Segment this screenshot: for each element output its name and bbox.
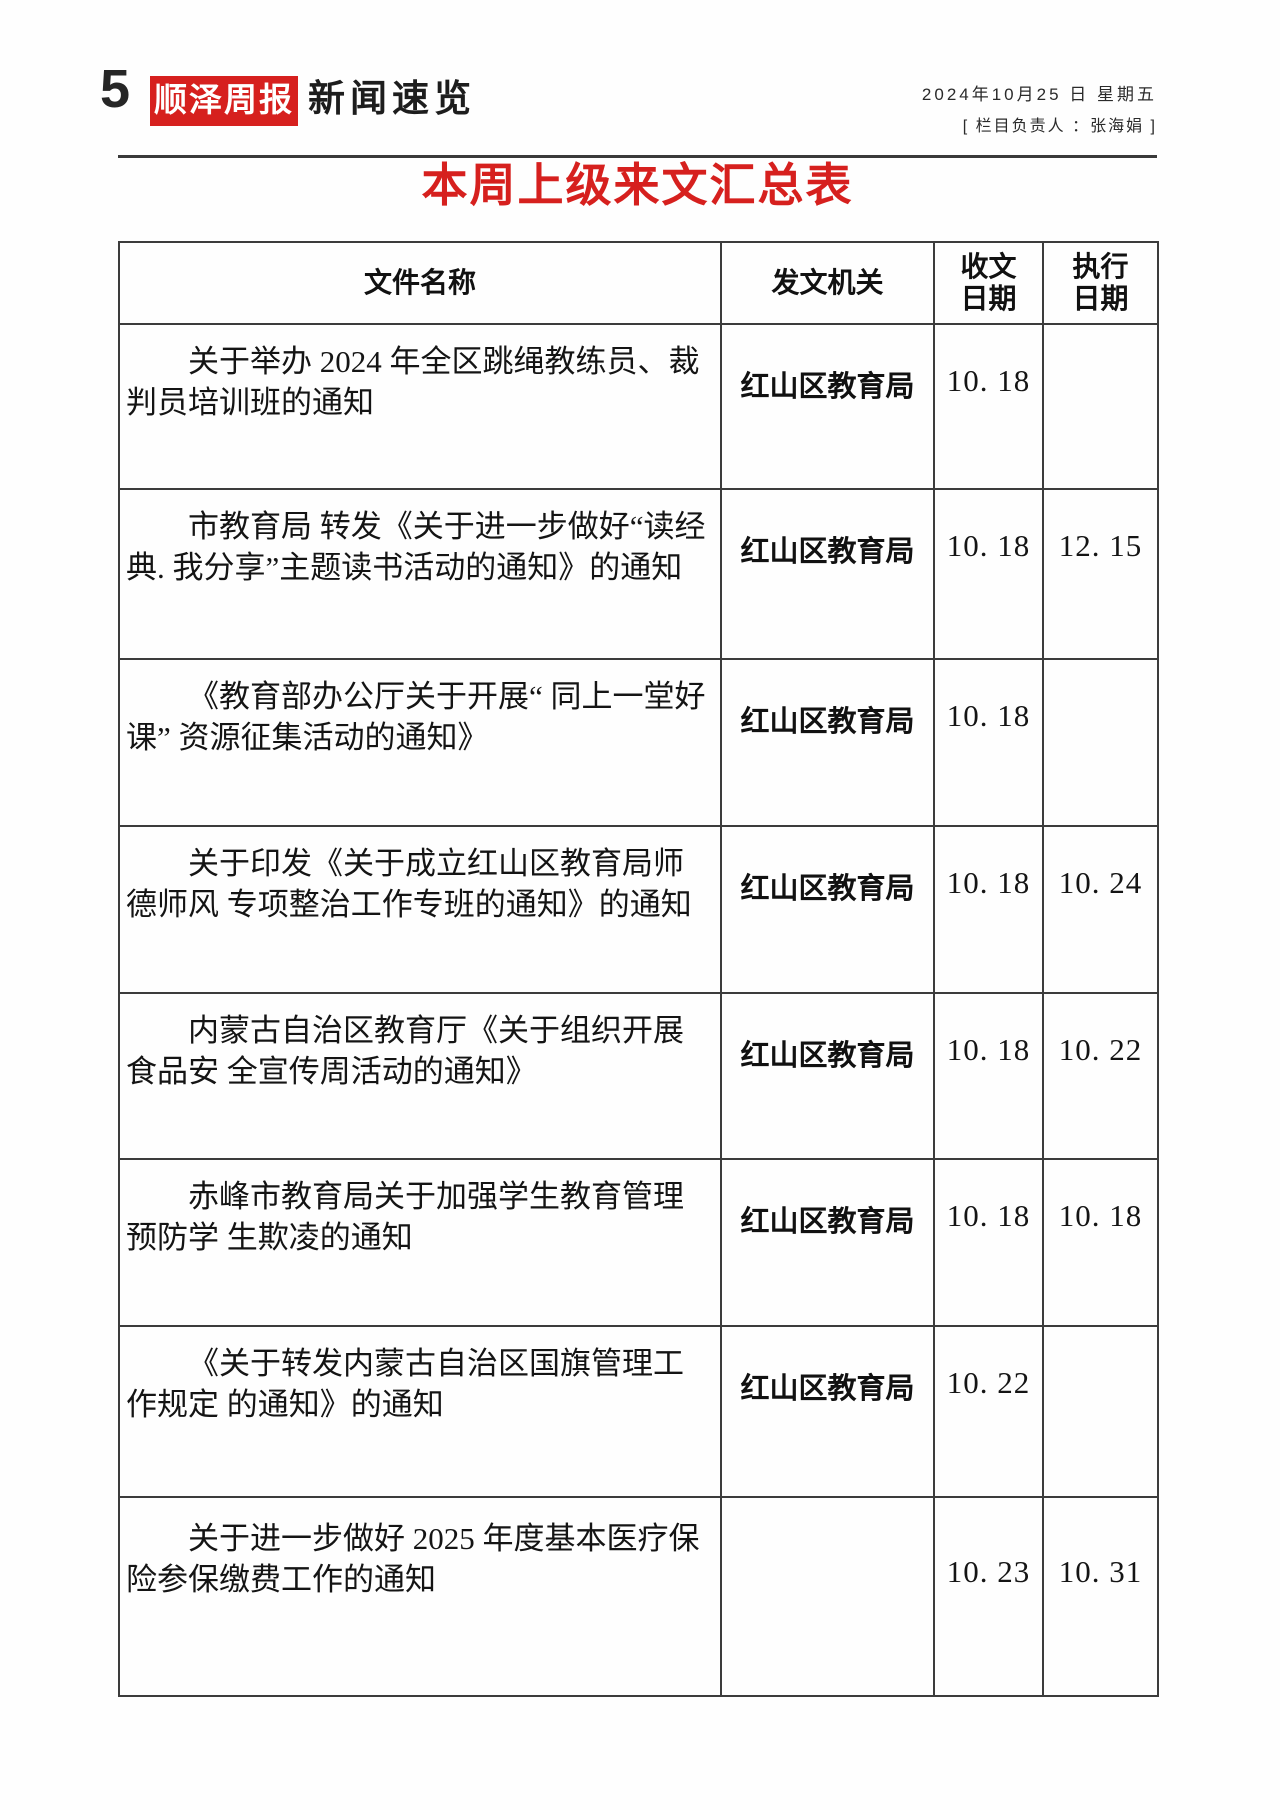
issuing-org: 红山区教育局	[720, 1158, 935, 1327]
document-title: 关于印发《关于成立红山区教育局师德师风 专项整治工作专班的通知》的通知	[118, 825, 722, 994]
header-meta: 2024年10月25 日 星期五 [ 栏目负责人 ：张海娟 ]	[922, 80, 1157, 136]
document-title: 《教育部办公厅关于开展“ 同上一堂好课” 资源征集活动的通知》	[118, 658, 722, 827]
table-row: 市教育局 转发《关于进一步做好“读经典. 我分享”主题读书活动的通知》的通知 红…	[118, 488, 1159, 660]
table-row: 关于印发《关于成立红山区教育局师德师风 专项整治工作专班的通知》的通知 红山区教…	[118, 825, 1159, 994]
issuing-org: 红山区教育局	[720, 488, 935, 660]
page-number: 5	[100, 59, 131, 119]
issuing-org	[720, 1496, 935, 1697]
issuing-org: 红山区教育局	[720, 825, 935, 994]
date-line: 2024年10月25 日 星期五	[921, 85, 1157, 104]
col-header-issuing-org: 发文机关	[720, 241, 935, 325]
header-divider	[118, 155, 1157, 158]
received-date: 10. 23	[933, 1496, 1044, 1697]
table-header-row: 文件名称 发文机关 收文 日期 执行 日期	[118, 241, 1159, 325]
masthead-logo: 顺泽周报	[150, 76, 298, 126]
issuing-org: 红山区教育局	[720, 658, 935, 827]
issuing-org: 红山区教育局	[720, 992, 935, 1160]
section-title: 新闻速览	[308, 78, 476, 119]
executed-date: 12. 15	[1042, 488, 1159, 660]
document-title: 《关于转发内蒙古自治区国旗管理工作规定 的通知》的通知	[118, 1325, 722, 1498]
executed-date: 10. 22	[1042, 992, 1159, 1160]
col-header-executed-date: 执行 日期	[1042, 241, 1159, 325]
received-date: 10. 18	[933, 992, 1044, 1160]
table-row: 内蒙古自治区教育厅《关于组织开展食品安 全宣传周活动的通知》 红山区教育局 10…	[118, 992, 1159, 1160]
table-title: 本周上级来文汇总表	[421, 159, 854, 211]
received-date: 10. 18	[933, 488, 1044, 660]
executed-date: 10. 31	[1042, 1496, 1159, 1697]
document-title: 内蒙古自治区教育厅《关于组织开展食品安 全宣传周活动的通知》	[118, 992, 722, 1160]
executed-date	[1042, 323, 1159, 490]
received-date: 10. 18	[933, 825, 1044, 994]
issuing-org: 红山区教育局	[720, 1325, 935, 1498]
editor-line: [ 栏目负责人 ：张海娟 ]	[962, 118, 1157, 135]
received-date: 10. 18	[933, 658, 1044, 827]
received-date: 10. 18	[933, 323, 1044, 490]
executed-date	[1042, 658, 1159, 827]
executed-date: 10. 18	[1042, 1158, 1159, 1327]
table-row: 关于进一步做好 2025 年度基本医疗保险参保缴费工作的通知 10. 23 10…	[118, 1496, 1159, 1697]
table-row: 《关于转发内蒙古自治区国旗管理工作规定 的通知》的通知 红山区教育局 10. 2…	[118, 1325, 1159, 1498]
document-title: 关于进一步做好 2025 年度基本医疗保险参保缴费工作的通知	[118, 1496, 722, 1697]
col-header-document-name: 文件名称	[118, 241, 722, 325]
table-row: 赤峰市教育局关于加强学生教育管理预防学 生欺凌的通知 红山区教育局 10. 18…	[118, 1158, 1159, 1327]
document-title: 赤峰市教育局关于加强学生教育管理预防学 生欺凌的通知	[118, 1158, 722, 1327]
table-row: 《教育部办公厅关于开展“ 同上一堂好课” 资源征集活动的通知》 红山区教育局 1…	[118, 658, 1159, 827]
col-header-received-date: 收文 日期	[933, 241, 1044, 325]
executed-date	[1042, 1325, 1159, 1498]
issuing-org: 红山区教育局	[720, 323, 935, 490]
documents-table: 文件名称 发文机关 收文 日期 执行 日期 关于举办 2024 年全区跳绳教练员…	[118, 241, 1159, 1697]
table-row: 关于举办 2024 年全区跳绳教练员、裁 判员培训班的通知 红山区教育局 10.…	[118, 323, 1159, 490]
received-date: 10. 22	[933, 1325, 1044, 1498]
document-title: 市教育局 转发《关于进一步做好“读经典. 我分享”主题读书活动的通知》的通知	[118, 488, 722, 660]
document-title: 关于举办 2024 年全区跳绳教练员、裁 判员培训班的通知	[118, 323, 722, 490]
received-date: 10. 18	[933, 1158, 1044, 1327]
executed-date: 10. 24	[1042, 825, 1159, 994]
